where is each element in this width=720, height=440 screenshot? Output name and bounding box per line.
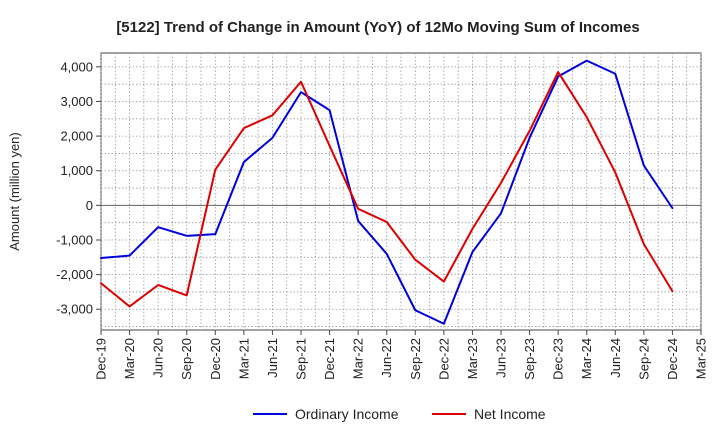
x-tick-label: Mar-20	[122, 338, 137, 379]
y-tick-label: 2,000	[60, 129, 93, 144]
x-axis: Dec-19 Mar-20 Jun-20 Sep-20 Dec-20 Mar-21 Jun-…	[94, 330, 709, 380]
x-tick-label: Jun-21	[265, 338, 280, 378]
x-tick-label: Jun-24	[608, 338, 623, 378]
y-axis: -3,000 -2,000 -1,000 0 1,000 2,000 3,000 4,000	[56, 59, 101, 317]
x-tick-label: Dec-19	[94, 338, 109, 380]
y-tick-label: 3,000	[60, 94, 93, 109]
x-tick-label: Sep-24	[636, 338, 651, 380]
chart-title: [5122] Trend of Change in Amount (YoY) o…	[116, 19, 639, 36]
x-tick-label: Dec-22	[436, 338, 451, 380]
x-tick-label: Jun-20	[151, 338, 166, 378]
y-tick-label: 0	[86, 198, 93, 213]
x-tick-label: Sep-21	[294, 338, 309, 380]
y-tick-label: -3,000	[56, 302, 93, 317]
x-tick-label: Dec-24	[665, 338, 680, 380]
x-tick-label: Jun-22	[379, 338, 394, 378]
x-tick-label: Dec-21	[322, 338, 337, 380]
x-tick-label: Mar-24	[579, 338, 594, 379]
x-tick-label: Mar-23	[465, 338, 480, 379]
x-tick-label: Dec-23	[551, 338, 566, 380]
y-axis-label: Amount (million yen)	[7, 132, 22, 251]
y-tick-label: -1,000	[56, 232, 93, 247]
grid	[100, 53, 702, 330]
legend-label: Net Income	[474, 406, 546, 422]
x-tick-label: Sep-23	[522, 338, 537, 380]
x-tick-label: Jun-23	[494, 338, 509, 378]
series	[100, 59, 674, 325]
x-tick-label: Mar-21	[236, 338, 251, 379]
series-line-ordinary-income	[100, 59, 674, 325]
x-tick-label: Mar-25	[694, 338, 709, 379]
x-tick-label: Dec-20	[208, 338, 223, 380]
legend: Ordinary Income Net Income	[253, 406, 546, 422]
legend-label: Ordinary Income	[295, 406, 399, 422]
y-tick-label: 1,000	[60, 163, 93, 178]
x-tick-label: Sep-20	[179, 338, 194, 380]
x-tick-label: Sep-22	[408, 338, 423, 380]
y-tick-label: -2,000	[56, 267, 93, 282]
series-line-net-income	[100, 71, 674, 308]
y-tick-label: 4,000	[60, 59, 93, 74]
x-tick-label: Mar-22	[351, 338, 366, 379]
